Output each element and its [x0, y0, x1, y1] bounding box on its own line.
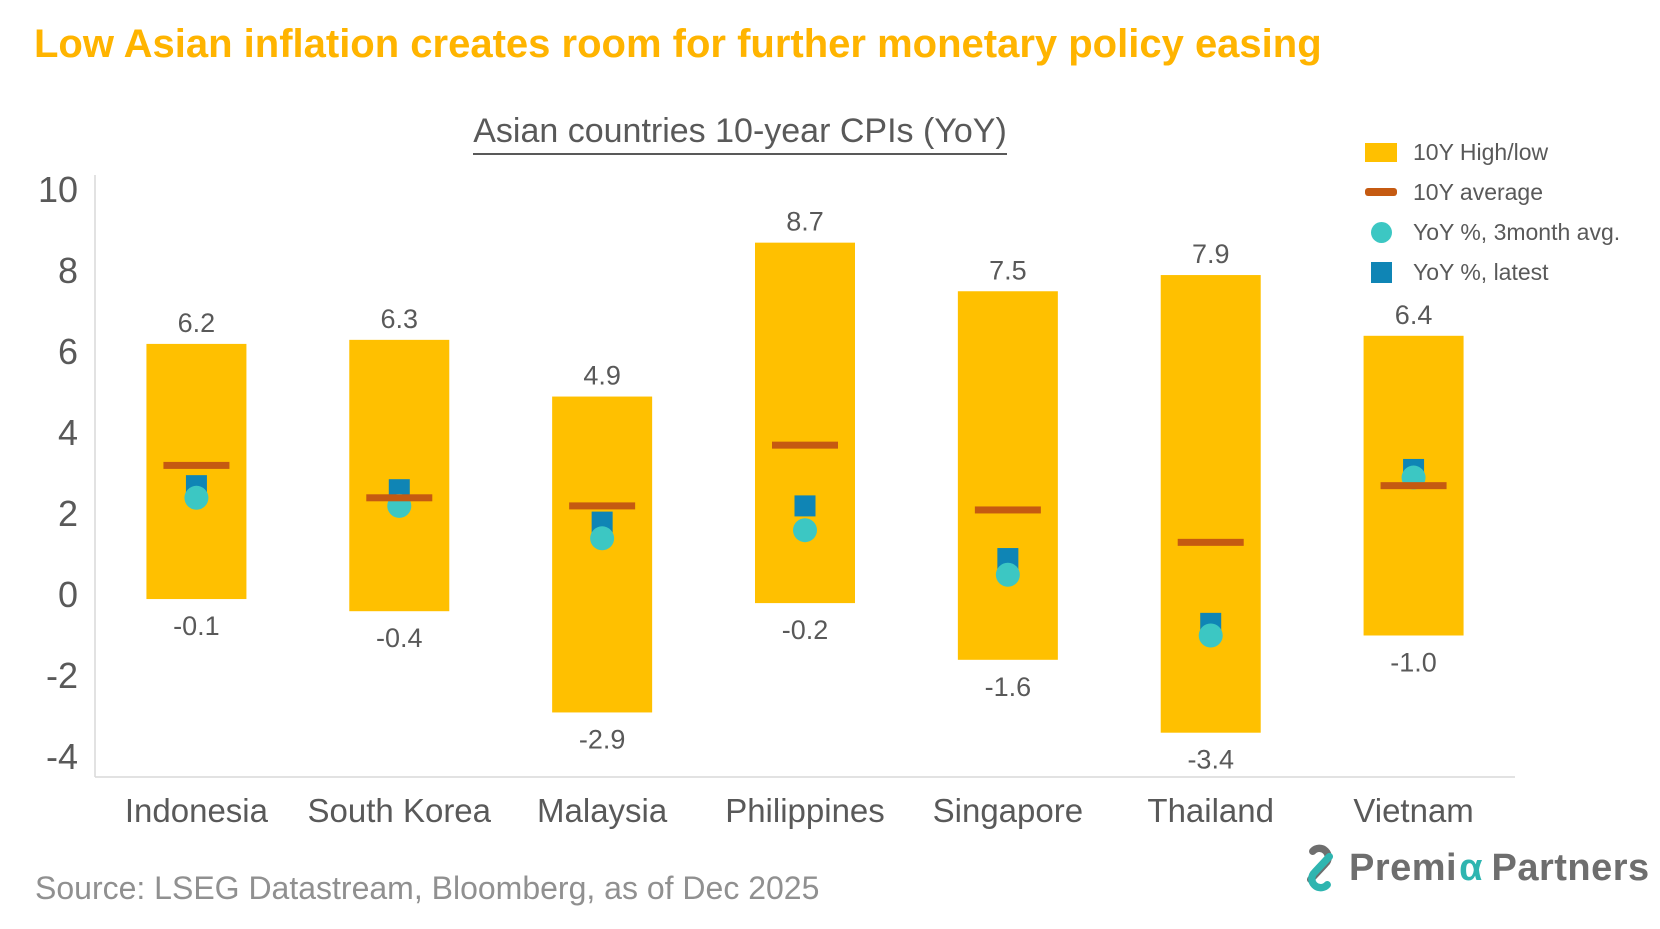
marker-latest-malaysia: [591, 511, 613, 533]
x-label-south-korea: South Korea: [308, 792, 492, 829]
y-tick-label: -4: [46, 736, 78, 777]
low-label-vietnam: -1.0: [1390, 648, 1437, 678]
marker-3mavg-philippines: [793, 518, 817, 543]
bar-indonesia: [146, 343, 247, 600]
logo-text-partners: Partners: [1491, 846, 1650, 889]
marker-3mavg-singapore: [995, 562, 1020, 587]
high-label-indonesia: 6.2: [178, 308, 216, 338]
range-swatch-icon: [1365, 142, 1397, 162]
high-label-south-korea: 6.3: [381, 304, 419, 334]
low-label-philippines: -0.2: [782, 615, 829, 645]
marker-average-malaysia: [569, 502, 636, 510]
swatch-col: [1364, 261, 1398, 283]
legend-item: 10Y High/low: [1364, 132, 1620, 172]
premia-logo: Premi α Partners: [1300, 844, 1650, 892]
marker-average-indonesia: [163, 461, 230, 469]
logo-text-premi: Premi: [1349, 846, 1458, 889]
y-tick-label: 8: [58, 250, 78, 291]
legend-label: YoY %, 3month avg.: [1413, 218, 1621, 245]
marker-3mavg-thailand: [1198, 623, 1223, 648]
y-tick-label: 2: [58, 493, 78, 534]
legend-label: 10Y average: [1413, 178, 1544, 205]
source-text: Source: LSEG Datastream, Bloomberg, as o…: [35, 870, 820, 906]
marker-average-singapore: [974, 506, 1041, 514]
bar-south-korea: [349, 339, 450, 612]
high-label-philippines: 8.7: [786, 207, 824, 237]
bar-thailand: [1160, 275, 1261, 733]
high-label-vietnam: 6.4: [1395, 300, 1433, 330]
swatch-col: [1364, 221, 1398, 243]
marker-average-vietnam: [1380, 482, 1447, 490]
x-label-indonesia: Indonesia: [125, 792, 269, 829]
x-label-thailand: Thailand: [1147, 792, 1274, 829]
high-label-malaysia: 4.9: [583, 361, 621, 391]
legend-label: 10Y High/low: [1413, 138, 1549, 165]
marker-3mavg-indonesia: [184, 485, 209, 510]
chart-title: Asian countries 10-year CPIs (YoY): [473, 112, 1007, 155]
marker-3mavg-malaysia: [590, 526, 615, 551]
y-tick-label: 0: [58, 574, 78, 615]
low-label-indonesia: -0.1: [173, 611, 220, 641]
average-swatch-icon: [1365, 188, 1397, 196]
marker-latest-singapore: [997, 548, 1019, 570]
x-label-malaysia: Malaysia: [537, 792, 668, 829]
logo-text-alpha: α: [1459, 846, 1483, 889]
marker-latest-philippines: [794, 495, 816, 517]
high-label-thailand: 7.9: [1192, 239, 1230, 269]
low-label-south-korea: -0.4: [376, 623, 423, 653]
legend-item: YoY %, latest: [1364, 252, 1620, 292]
marker-average-thailand: [1177, 538, 1244, 546]
legend-label: YoY %, latest: [1413, 258, 1549, 285]
legend-item: 10Y average: [1364, 172, 1620, 212]
y-tick-label: 6: [58, 331, 78, 372]
bar-malaysia: [552, 396, 653, 713]
legend-item: YoY %, 3month avg.: [1364, 212, 1620, 252]
swatch-col: [1364, 188, 1398, 196]
y-tick-label: 4: [58, 412, 78, 453]
y-tick-label: -2: [46, 655, 78, 696]
high-label-singapore: 7.5: [989, 255, 1027, 285]
circle-swatch-icon: [1370, 221, 1392, 243]
square-swatch-icon: [1370, 261, 1392, 283]
bar-philippines: [755, 242, 855, 604]
premia-logo-icon: [1306, 844, 1334, 892]
page-title: Low Asian inflation creates room for fur…: [34, 22, 1322, 66]
swatch-col: [1364, 142, 1398, 162]
x-label-vietnam: Vietnam: [1353, 792, 1473, 829]
low-label-singapore: -1.6: [985, 672, 1032, 702]
x-label-singapore: Singapore: [933, 792, 1083, 829]
y-tick-label: 10: [38, 169, 78, 210]
low-label-malaysia: -2.9: [579, 724, 626, 754]
legend: 10Y High/low 10Y average YoY %, 3month a…: [1364, 132, 1620, 292]
low-label-thailand: -3.4: [1187, 745, 1234, 775]
bar-singapore: [957, 291, 1058, 660]
marker-average-philippines: [772, 441, 838, 449]
marker-average-south-korea: [366, 494, 433, 502]
chart-title-wrap: Asian countries 10-year CPIs (YoY): [0, 112, 1480, 155]
x-label-philippines: Philippines: [725, 792, 885, 829]
